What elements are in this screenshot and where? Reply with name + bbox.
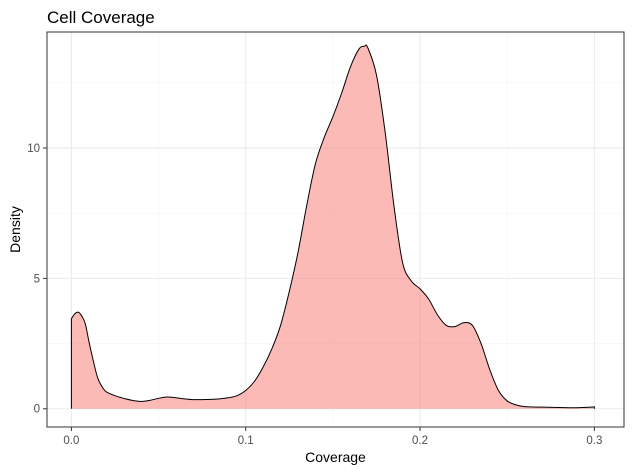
y-tick-label: 5 — [34, 273, 40, 285]
y-tick-label: 0 — [34, 404, 40, 416]
y-axis: 0 5 10 — [27, 143, 47, 416]
density-area — [71, 45, 595, 409]
x-axis: 0.0 0.1 0.2 0.3 — [63, 427, 602, 447]
x-tick-label: 0.0 — [63, 435, 79, 447]
x-tick-label: 0.3 — [586, 435, 602, 447]
x-tick-label: 0.2 — [412, 435, 428, 447]
x-tick-label: 0.1 — [238, 435, 254, 447]
y-axis-title: Density — [7, 206, 23, 253]
density-line — [70, 44, 595, 409]
y-tick-label: 10 — [27, 143, 40, 155]
x-axis-title: Coverage — [305, 449, 366, 465]
chart-title: Cell Coverage — [47, 8, 155, 27]
panel-border — [46, 31, 625, 428]
